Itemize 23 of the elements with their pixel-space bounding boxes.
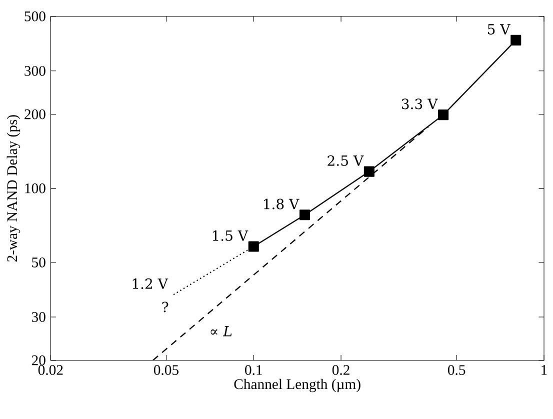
y-tick-label: 30 bbox=[32, 312, 46, 322]
x-tick-label: 0.05 bbox=[154, 365, 178, 376]
annotation: 1.2 V bbox=[132, 278, 168, 289]
y-tick-label: 200 bbox=[24, 109, 46, 120]
annotation: ∝ L bbox=[210, 326, 232, 336]
annotation: 1.8 V bbox=[264, 198, 300, 210]
y-axis-title: 2-way NAND Delay (ps) bbox=[6, 115, 20, 262]
x-tick-label: 0.02 bbox=[38, 365, 63, 376]
y-tick-label: 20 bbox=[32, 355, 46, 366]
x-tick-label: 0.5 bbox=[448, 365, 466, 376]
y-tick-label: 300 bbox=[24, 66, 46, 76]
x-tick-label: 1 bbox=[542, 365, 547, 375]
y-tick-label: 100 bbox=[25, 183, 46, 194]
x-tick-label: 0.1 bbox=[245, 365, 262, 376]
x-axis-title: Channel Length (µm) bbox=[234, 378, 360, 392]
y-tick-label: 500 bbox=[24, 11, 46, 22]
annotation: 2.5 V bbox=[328, 155, 364, 166]
annotation: ? bbox=[162, 302, 168, 312]
annotation: 1.5 V bbox=[212, 230, 248, 241]
y-tick-label: 50 bbox=[32, 257, 46, 268]
annotation: 3.3 V bbox=[402, 98, 438, 110]
x-tick-label: 0.2 bbox=[332, 365, 350, 376]
annotation: 5 V bbox=[488, 24, 510, 35]
